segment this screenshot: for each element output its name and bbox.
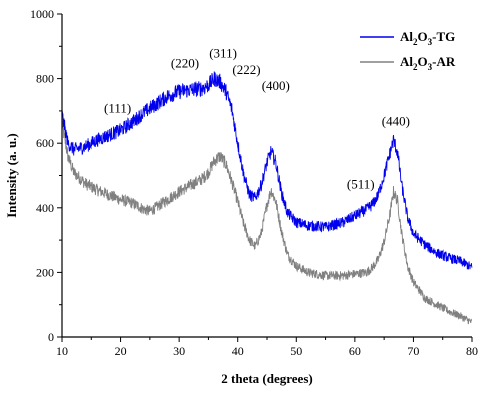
y-tick-label: 600 xyxy=(36,136,54,150)
peak-label: (111) xyxy=(104,101,131,116)
y-tick-label: 400 xyxy=(36,201,54,215)
x-tick-label: 60 xyxy=(349,344,361,358)
y-tick-label: 1000 xyxy=(30,7,54,21)
x-tick-label: 80 xyxy=(466,344,478,358)
peak-label: (511) xyxy=(347,176,375,191)
y-tick-label: 0 xyxy=(48,330,54,344)
x-tick-label: 40 xyxy=(232,344,244,358)
peak-label: (220) xyxy=(171,55,199,70)
series-line-al2o3-ar xyxy=(61,121,473,325)
y-tick-label: 800 xyxy=(36,72,54,86)
peak-label: (440) xyxy=(382,113,410,128)
x-tick-label: 10 xyxy=(56,344,68,358)
series-line-al2o3-tg xyxy=(61,71,473,270)
legend-label-al2o3-tg: Al2O3-TG xyxy=(400,29,455,47)
annotation-layer: (111) (220) (311)(222)(400) (511) (440) xyxy=(104,46,410,192)
x-tick-label: 20 xyxy=(115,344,127,358)
peak-label: (311) xyxy=(209,46,237,61)
x-axis-title: 2 theta (degrees) xyxy=(221,371,312,386)
x-tick-label: 70 xyxy=(407,344,419,358)
x-tick-label: 30 xyxy=(173,344,185,358)
legend-label-al2o3-ar: Al2O3-AR xyxy=(400,54,456,72)
x-tick-label: 50 xyxy=(290,344,302,358)
y-tick-label: 200 xyxy=(36,265,54,279)
legend: Al2O3-TG Al2O3-AR xyxy=(360,29,456,72)
peak-label: (400) xyxy=(262,78,290,93)
y-axis-title: Intensity (a. u.) xyxy=(4,133,19,218)
series-layer xyxy=(61,71,473,325)
peak-label: (222) xyxy=(232,62,260,77)
